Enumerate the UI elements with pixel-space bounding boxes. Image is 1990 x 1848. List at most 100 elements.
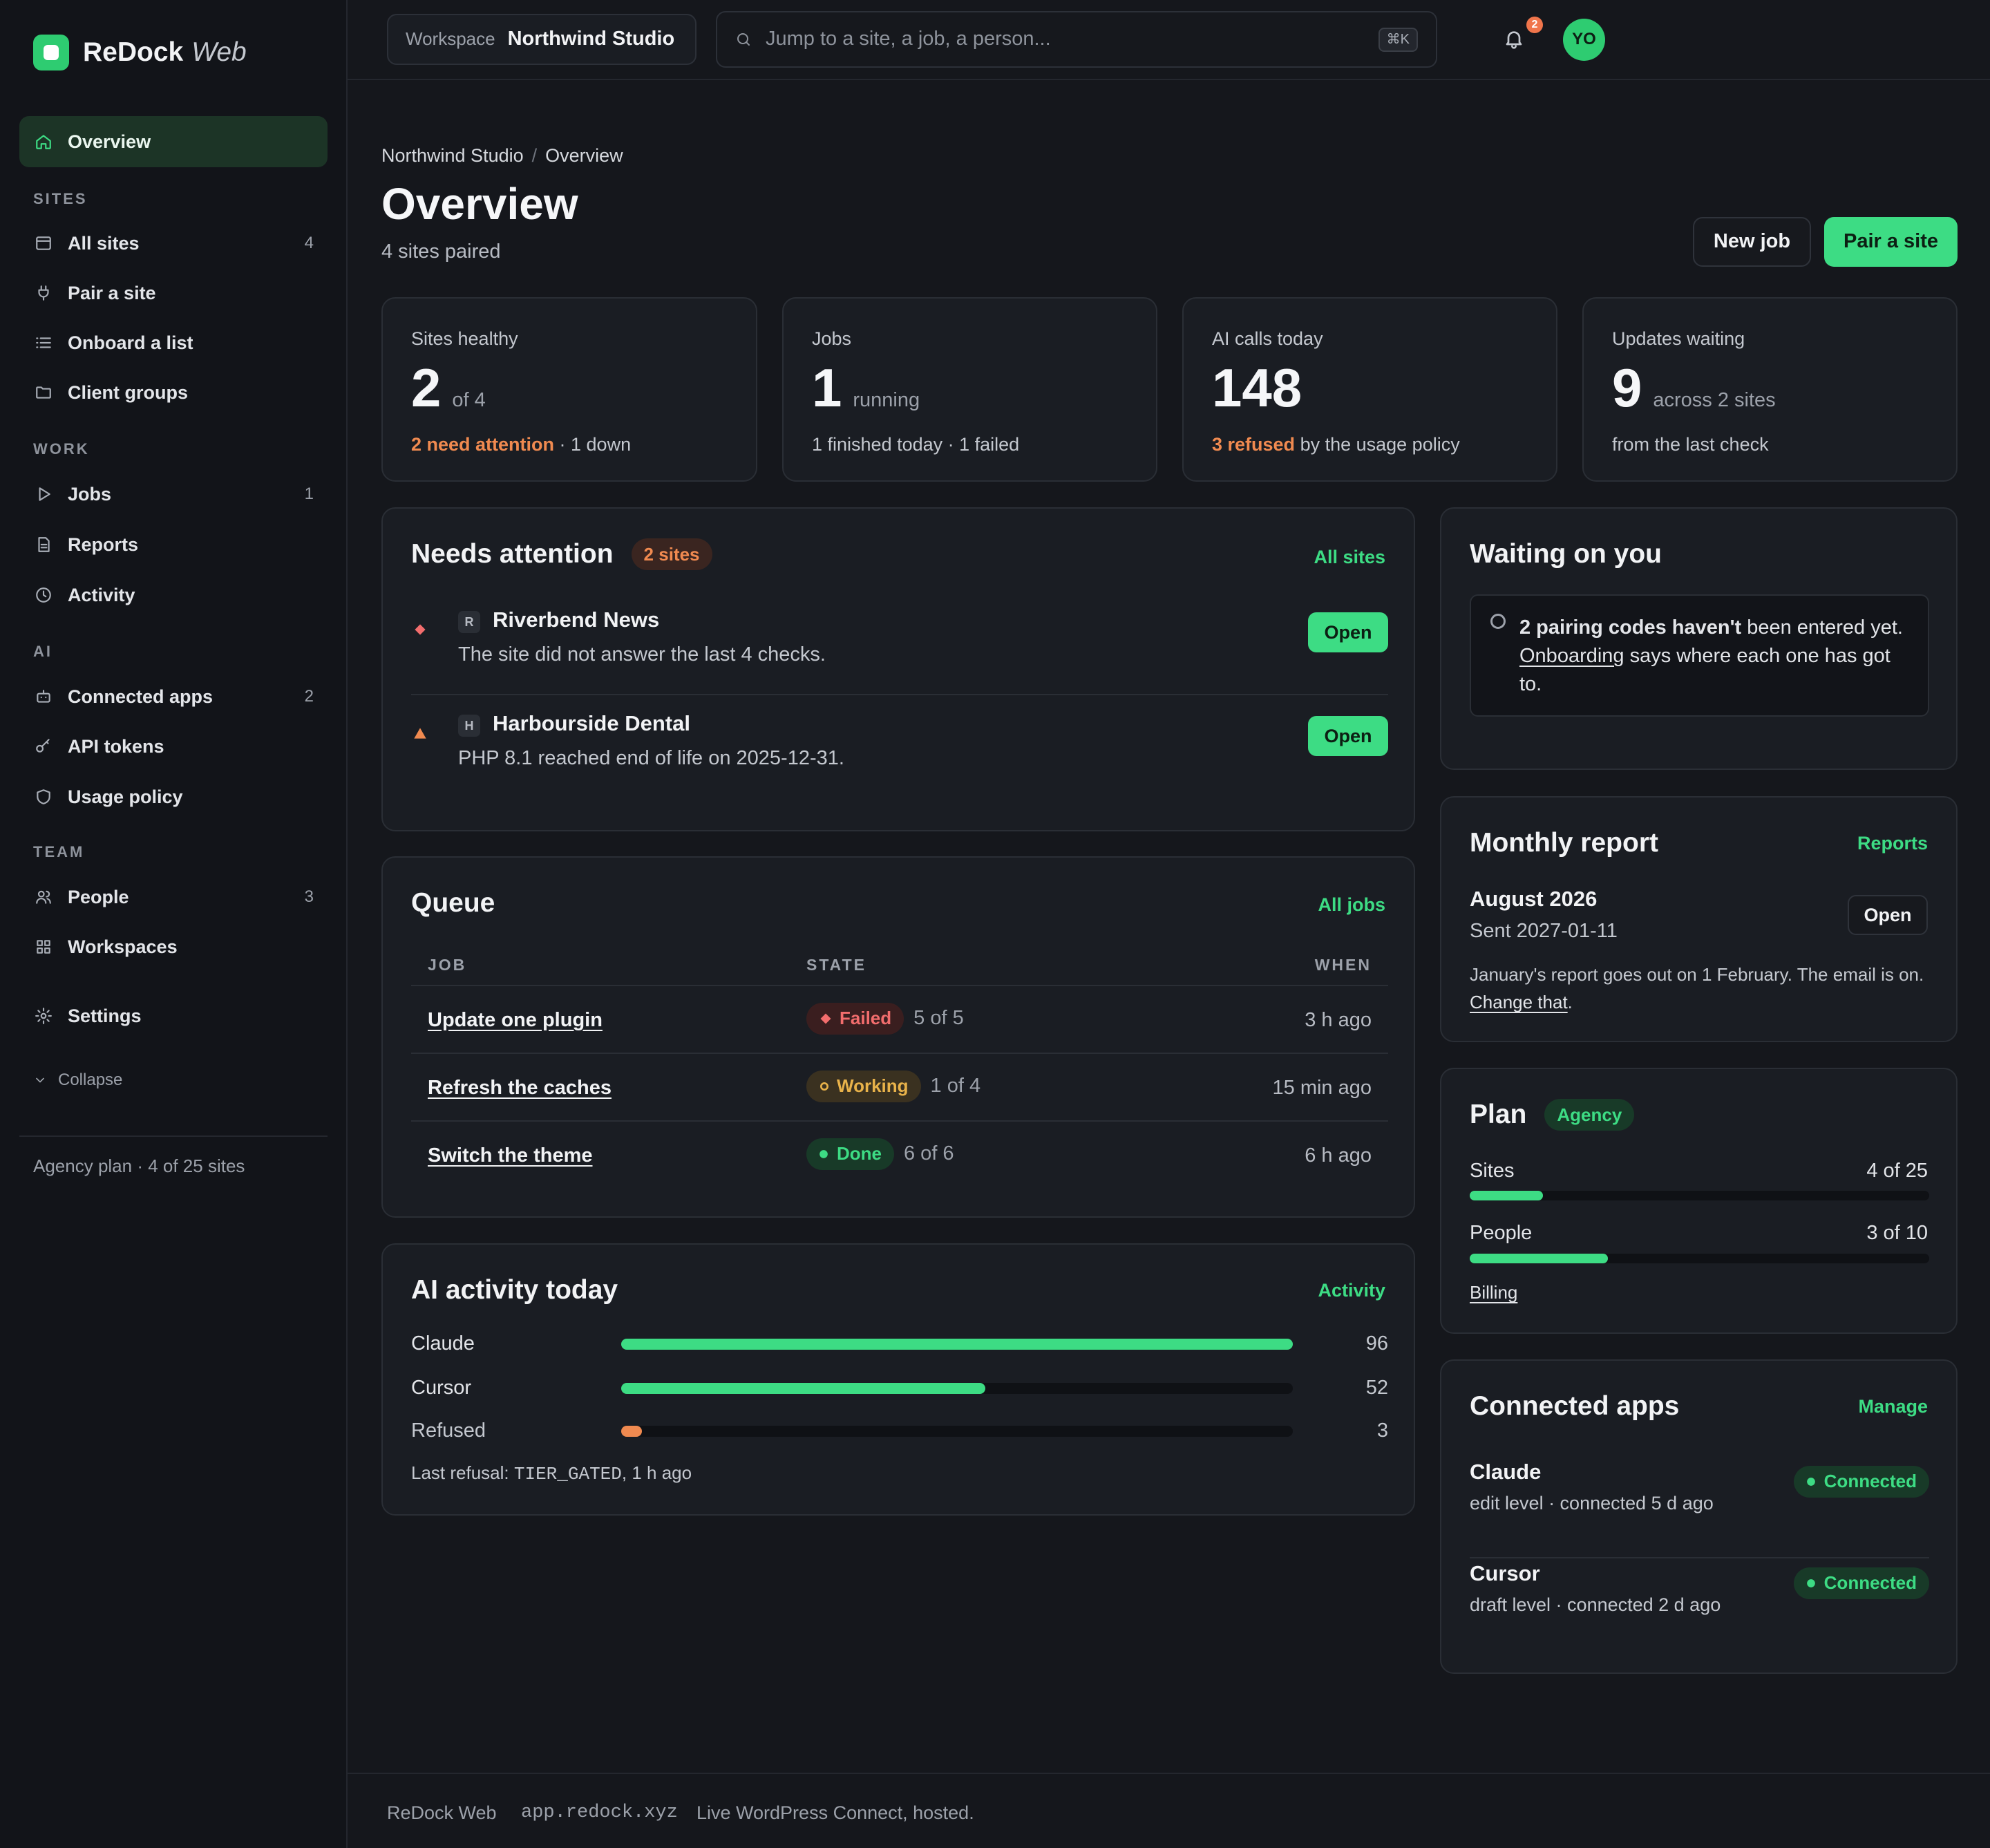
open-button[interactable]: Open <box>1308 612 1388 652</box>
last-refusal-code: TIER_GATED <box>513 1464 622 1484</box>
waiting-text: says where each one has got to. <box>1519 645 1890 695</box>
sidebar-item-overview[interactable]: Overview <box>19 116 328 167</box>
stat-number: 2 <box>411 357 442 418</box>
sidebar-item-connected-apps[interactable]: Connected apps 2 <box>19 671 328 722</box>
diamond-alert-icon <box>411 621 429 639</box>
sidebar-item-client-groups[interactable]: Client groups <box>19 367 328 418</box>
browser-icon <box>33 233 54 254</box>
table-header: JOB STATE WHEN <box>411 945 1388 986</box>
job-when: 3 h ago <box>1305 1009 1372 1031</box>
sidebar-item-activity[interactable]: Activity <box>19 569 328 621</box>
logo-icon <box>33 35 69 71</box>
sidebar-item-api-tokens[interactable]: API tokens <box>19 721 328 772</box>
card-title: Monthly report <box>1470 828 1658 858</box>
sidebar-item-jobs[interactable]: Jobs 1 <box>19 469 328 520</box>
stat-value: 2 of 4 <box>411 361 486 415</box>
attention-row[interactable]: H Harbourside Dental PHP 8.1 reached end… <box>411 695 1388 799</box>
new-job-button[interactable]: New job <box>1693 217 1811 267</box>
pair-site-button[interactable]: Pair a site <box>1824 217 1958 267</box>
sidebar-item-reports[interactable]: Reports <box>19 519 328 570</box>
report-note-text: January's report goes out on 1 February.… <box>1470 964 1924 985</box>
status-text: Failed <box>840 1008 892 1029</box>
footer-url[interactable]: app.redock.xyz <box>521 1802 678 1823</box>
job-link[interactable]: Update one plugin <box>428 1009 603 1031</box>
last-refusal-label: Last refusal: <box>411 1462 514 1483</box>
card-title: Connected apps <box>1470 1391 1680 1421</box>
plan-sites-bar <box>1470 1191 1544 1200</box>
job-state: Failed 5 of 5 <box>806 1003 964 1035</box>
plan-people-value: 3 of 10 <box>1866 1222 1928 1244</box>
search-input[interactable]: Jump to a site, a job, a person... ⌘K <box>716 11 1437 68</box>
footer-tagline: Live WordPress Connect, hosted. <box>696 1802 974 1823</box>
sidebar-item-label: Usage policy <box>68 786 183 807</box>
brand-sub: Web <box>191 37 247 67</box>
reports-link[interactable]: Reports <box>1857 833 1928 854</box>
usage-bar-track <box>621 1426 1293 1437</box>
sidebar-item-label: People <box>68 886 129 907</box>
breadcrumb-workspace[interactable]: Northwind Studio <box>381 145 524 166</box>
all-jobs-link[interactable]: All jobs <box>1318 894 1385 915</box>
stat-number: 9 <box>1612 357 1642 418</box>
usage-value: 3 <box>1376 1420 1388 1442</box>
table-row[interactable]: Update one plugin Failed 5 of 5 3 h ago <box>411 986 1388 1054</box>
open-button[interactable]: Open <box>1308 716 1388 756</box>
workspace-switcher[interactable]: Workspace Northwind Studio <box>387 14 696 65</box>
status-badge: Done <box>806 1138 894 1170</box>
last-refusal: Last refusal: TIER_GATED, 1 h ago <box>411 1461 692 1487</box>
column-state: STATE <box>806 956 866 974</box>
topbar: Workspace Northwind Studio Jump to a sit… <box>348 0 1990 80</box>
table-row[interactable]: Refresh the caches Working 1 of 4 15 min… <box>411 1054 1388 1122</box>
column-when: WHEN <box>1314 956 1372 974</box>
list-icon <box>33 332 54 353</box>
count-badge: 1 <box>304 484 314 503</box>
stat-card-jobs: Jobs 1 running 1 finished today · 1 faile… <box>782 297 1157 482</box>
app-row[interactable]: Claude edit level · connected 5 d ago Co… <box>1470 1458 1929 1558</box>
brand[interactable]: ReDock Web <box>33 35 247 71</box>
sidebar-item-people[interactable]: People 3 <box>19 871 328 923</box>
brand-name: ReDock <box>83 37 184 67</box>
onboarding-link[interactable]: Onboarding <box>1519 645 1624 667</box>
app-row[interactable]: Cursor draft level · connected 2 d ago C… <box>1470 1559 1929 1660</box>
stat-value: 1 running <box>812 361 920 415</box>
table-row[interactable]: Switch the theme Done 6 of 6 6 h ago <box>411 1122 1388 1189</box>
report-month: August 2026 <box>1470 887 1598 911</box>
collapse-button[interactable]: Collapse <box>33 1069 122 1091</box>
key-icon <box>33 736 54 757</box>
nav-section-team: TEAM <box>33 843 85 860</box>
sidebar-item-pair-site[interactable]: Pair a site <box>19 267 328 319</box>
sidebar-item-all-sites[interactable]: All sites 4 <box>19 218 328 269</box>
avatar[interactable]: YO <box>1563 19 1605 61</box>
footer-brand: ReDock Web <box>387 1802 497 1823</box>
change-schedule-link[interactable]: Change that <box>1470 992 1568 1012</box>
sidebar-item-onboard[interactable]: Onboard a list <box>19 317 328 368</box>
usage-bar <box>621 1339 1293 1350</box>
job-state: Working 1 of 4 <box>806 1071 980 1102</box>
open-report-button[interactable]: Open <box>1848 895 1928 935</box>
notification-badge: 2 <box>1526 17 1543 33</box>
all-sites-link[interactable]: All sites <box>1314 547 1385 567</box>
shortcut-hint: ⌘K <box>1378 27 1418 52</box>
sidebar-item-workspaces[interactable]: Workspaces <box>19 921 328 972</box>
report-sent: Sent 2027-01-11 <box>1470 920 1618 942</box>
ai-usage-row: Refused 3 <box>411 1417 1388 1445</box>
sidebar-item-settings[interactable]: Settings <box>19 990 328 1041</box>
activity-link[interactable]: Activity <box>1318 1280 1385 1301</box>
job-link[interactable]: Switch the theme <box>428 1144 593 1167</box>
connected-apps-card: Connected apps Manage Claude edit level … <box>1440 1359 1958 1674</box>
sidebar-item-usage-policy[interactable]: Usage policy <box>19 771 328 822</box>
workspace-value: Northwind Studio <box>507 28 675 50</box>
attention-row[interactable]: R Riverbend News The site did not answer… <box>411 592 1388 695</box>
collapse-label: Collapse <box>58 1071 123 1089</box>
nav-section-sites: SITES <box>33 190 88 207</box>
job-link[interactable]: Refresh the caches <box>428 1077 612 1099</box>
document-icon <box>33 534 54 555</box>
status-badge: Failed <box>806 1003 904 1035</box>
count-badge: 2 <box>304 686 314 706</box>
ring-icon <box>819 1081 830 1092</box>
manage-apps-link[interactable]: Manage <box>1858 1396 1928 1417</box>
billing-link[interactable]: Billing <box>1470 1282 1518 1303</box>
bell-icon[interactable] <box>1503 28 1525 50</box>
plan-summary: Agency plan · 4 of 25 sites <box>33 1156 245 1176</box>
stat-number: 1 <box>812 357 842 418</box>
usage-bar-track <box>621 1339 1293 1350</box>
